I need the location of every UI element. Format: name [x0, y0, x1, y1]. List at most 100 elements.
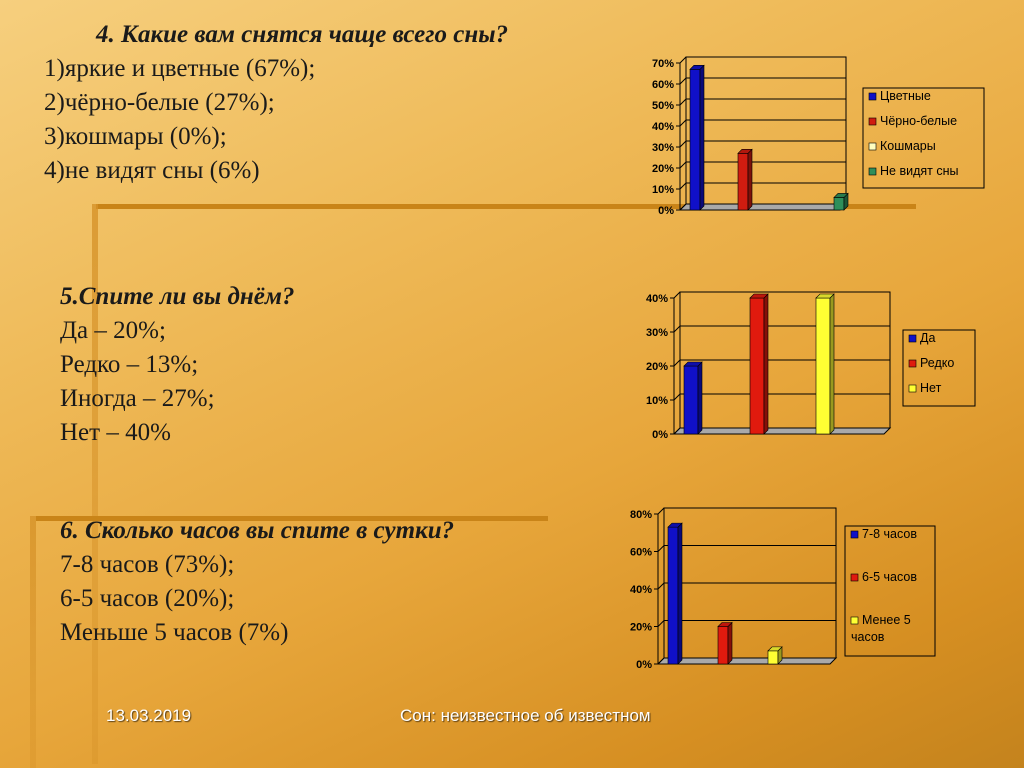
gridline-depth — [657, 657, 665, 665]
question-6-option-1: 7-8 часов (73%); — [60, 551, 235, 578]
y-tick-label: 20% — [646, 361, 668, 373]
decor-line-left — [92, 204, 98, 764]
question-5-option-4: Нет – 40% — [60, 419, 171, 446]
gridline-depth — [657, 545, 665, 552]
legend-label: Кошмары — [880, 139, 936, 153]
legend-swatch — [850, 616, 859, 625]
plot-floor — [672, 427, 892, 435]
question-5-option-1: Да – 20%; — [60, 317, 166, 344]
legend-label: 6-5 часов — [862, 570, 917, 584]
question-4-option-4: 4)не видят сны (6%) — [44, 157, 260, 184]
gridline-depth — [673, 359, 681, 367]
question-6-block: 6. Сколько часов вы спите в сутки? 7-8 ч… — [60, 514, 454, 650]
bar-2-2 — [749, 293, 769, 435]
legend-swatch — [868, 92, 877, 101]
gridline-depth — [657, 582, 665, 590]
bar-side — [697, 361, 703, 435]
y-tick-label: 30% — [652, 142, 674, 154]
legend-label: Чёрно-белые — [880, 114, 957, 128]
y-tick-label: 60% — [630, 547, 652, 559]
bar-3-2 — [717, 621, 733, 665]
gridline-depth — [679, 161, 687, 169]
legend-swatch — [868, 117, 877, 126]
bar-top — [689, 65, 705, 70]
bar-front — [767, 650, 779, 665]
gridline-depth — [673, 427, 681, 435]
question-6-option-3: Меньше 5 часов (7%) — [60, 619, 289, 646]
gridline-depth — [657, 507, 665, 515]
decor-line-top — [96, 204, 916, 209]
legend-swatch — [850, 573, 859, 582]
footer-date: 13.03.2019 — [106, 706, 192, 725]
legend-label: Менее 5 часов — [851, 613, 911, 644]
bar-front — [689, 68, 701, 211]
bar-1-2 — [737, 148, 753, 211]
y-tick-label: 40% — [652, 121, 674, 133]
y-tick-label: 10% — [652, 184, 674, 196]
y-tick-label: 10% — [646, 395, 668, 407]
legend-label: Нет — [920, 381, 942, 395]
gridline-depth — [679, 77, 687, 85]
y-tick-label: 50% — [652, 100, 674, 112]
question-6-title: 6. Сколько часов вы спите в сутки? — [60, 517, 455, 544]
question-4-option-2: 2)чёрно-белые (27%); — [44, 89, 275, 116]
bar-front — [717, 626, 729, 665]
y-tick-label: 0% — [636, 659, 652, 671]
bar-side — [763, 293, 769, 435]
bar-front — [667, 526, 679, 665]
gridline-depth — [679, 56, 687, 64]
question-5-block: 5.Спите ли вы днём? Да – 20%; Редко – 13… — [60, 280, 294, 450]
bar-top — [767, 646, 783, 652]
bar-side — [829, 293, 835, 435]
bar-front — [749, 297, 765, 435]
decor-line-bottom-left — [30, 516, 36, 768]
bar-side — [727, 621, 733, 665]
gridline-depth — [679, 140, 687, 148]
bar-2-3 — [815, 293, 835, 435]
y-tick-label: 40% — [630, 584, 652, 596]
bar-top — [737, 149, 753, 154]
question-4-title: 4. Какие вам снятся чаще всего сны? — [96, 21, 509, 48]
gridline-depth — [679, 182, 687, 190]
bar-side — [677, 522, 683, 665]
legend-label: Не видят сны — [880, 164, 958, 178]
question-5-option-3: Иногда – 27%; — [60, 385, 215, 412]
plot-floor — [656, 657, 838, 665]
y-tick-label: 70% — [652, 58, 674, 70]
bar-1-1 — [689, 64, 705, 211]
legend-swatch — [868, 142, 877, 151]
plot-floor — [678, 203, 848, 211]
bar-top — [833, 193, 849, 198]
legend-swatch — [908, 334, 917, 343]
question-4-block: 4. Какие вам снятся чаще всего сны? 1)яр… — [44, 18, 508, 188]
gridline-depth — [679, 119, 687, 127]
gridline-depth — [657, 620, 665, 627]
y-tick-label: 0% — [658, 205, 674, 217]
legend-box — [862, 87, 985, 189]
daytime-sleep-bar-chart: 0% 10% 20% 30% 40% Да Редко Нет — [646, 291, 976, 441]
bar-2-1 — [683, 361, 703, 435]
dreams-bar-chart: 0% 10% 20% 30% 40% 50% 60% 70% Цветные Чёрно-белы… — [652, 56, 985, 217]
bar-3-1 — [667, 522, 683, 665]
gridline-depth — [679, 98, 687, 106]
legend-swatch — [908, 359, 917, 368]
legend-swatch — [850, 530, 859, 539]
bar-front — [737, 153, 749, 211]
y-tick-label: 30% — [646, 327, 668, 339]
legend-label: Редко — [920, 356, 954, 370]
bar-3-3 — [767, 646, 783, 665]
bar-front — [815, 297, 831, 435]
legend-box — [844, 525, 936, 657]
y-tick-label: 40% — [646, 293, 668, 305]
legend-swatch — [908, 384, 917, 393]
bar-top — [717, 622, 733, 627]
y-tick-label: 20% — [652, 163, 674, 175]
plot-back-wall — [685, 56, 847, 205]
bar-top — [683, 361, 703, 367]
gridline-depth — [673, 291, 681, 299]
bar-side — [699, 64, 705, 211]
bar-side — [747, 148, 753, 211]
gridline-depth — [679, 203, 687, 211]
bar-top — [749, 293, 769, 299]
